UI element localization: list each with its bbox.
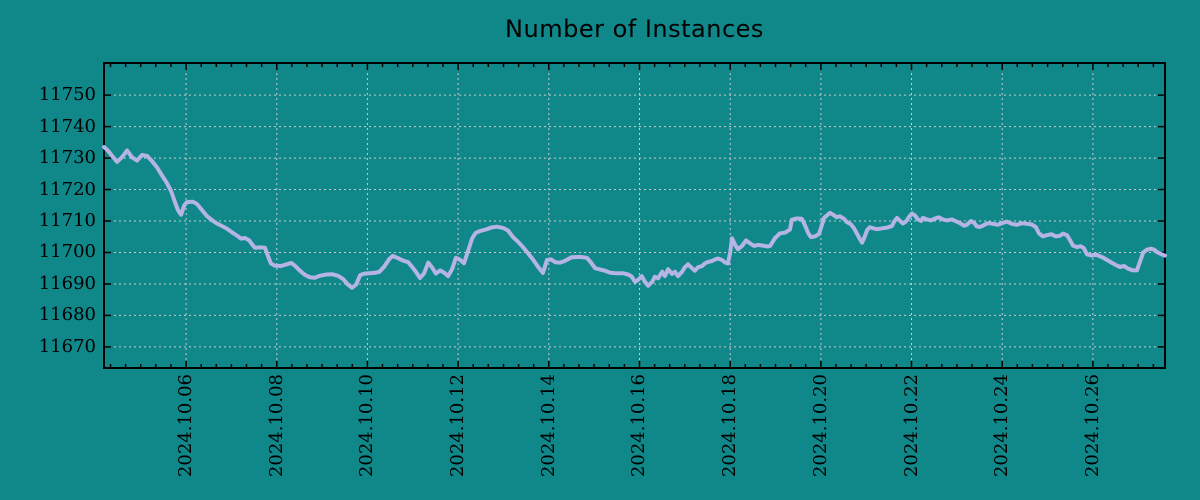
- x-axis-tick-label: 2024.10.14: [537, 374, 559, 478]
- y-axis-tick-label: 11690: [38, 272, 96, 294]
- x-axis-tick-label: 2024.10.24: [991, 374, 1013, 478]
- x-axis-tick-label: 2024.10.26: [1081, 374, 1103, 478]
- y-axis-tick-label: 11740: [38, 115, 96, 137]
- x-axis-tick-label: 2024.10.20: [809, 374, 831, 478]
- x-axis-tick-label: 2024.10.06: [175, 374, 197, 478]
- x-axis-tick-label: 2024.10.16: [628, 374, 650, 478]
- x-axis-tick-label: 2024.10.10: [356, 374, 378, 478]
- x-axis-tick-label: 2024.10.12: [447, 374, 469, 478]
- y-axis-tick-label: 11700: [38, 241, 96, 263]
- x-axis-tick-label: 2024.10.22: [900, 374, 922, 478]
- y-axis-tick-label: 11730: [38, 147, 96, 169]
- y-axis-tick-label: 11720: [38, 178, 96, 200]
- x-axis-tick-label: 2024.10.08: [265, 374, 287, 478]
- data-line: [102, 145, 1167, 290]
- y-axis-tick-label: 11750: [38, 84, 96, 106]
- y-axis-tick-label: 11670: [38, 335, 96, 357]
- x-axis-tick-label: 2024.10.18: [719, 374, 741, 478]
- chart-title: Number of Instances: [505, 15, 764, 43]
- y-axis-tick-label: 11680: [38, 304, 96, 326]
- y-axis-tick-label: 11710: [38, 210, 96, 231]
